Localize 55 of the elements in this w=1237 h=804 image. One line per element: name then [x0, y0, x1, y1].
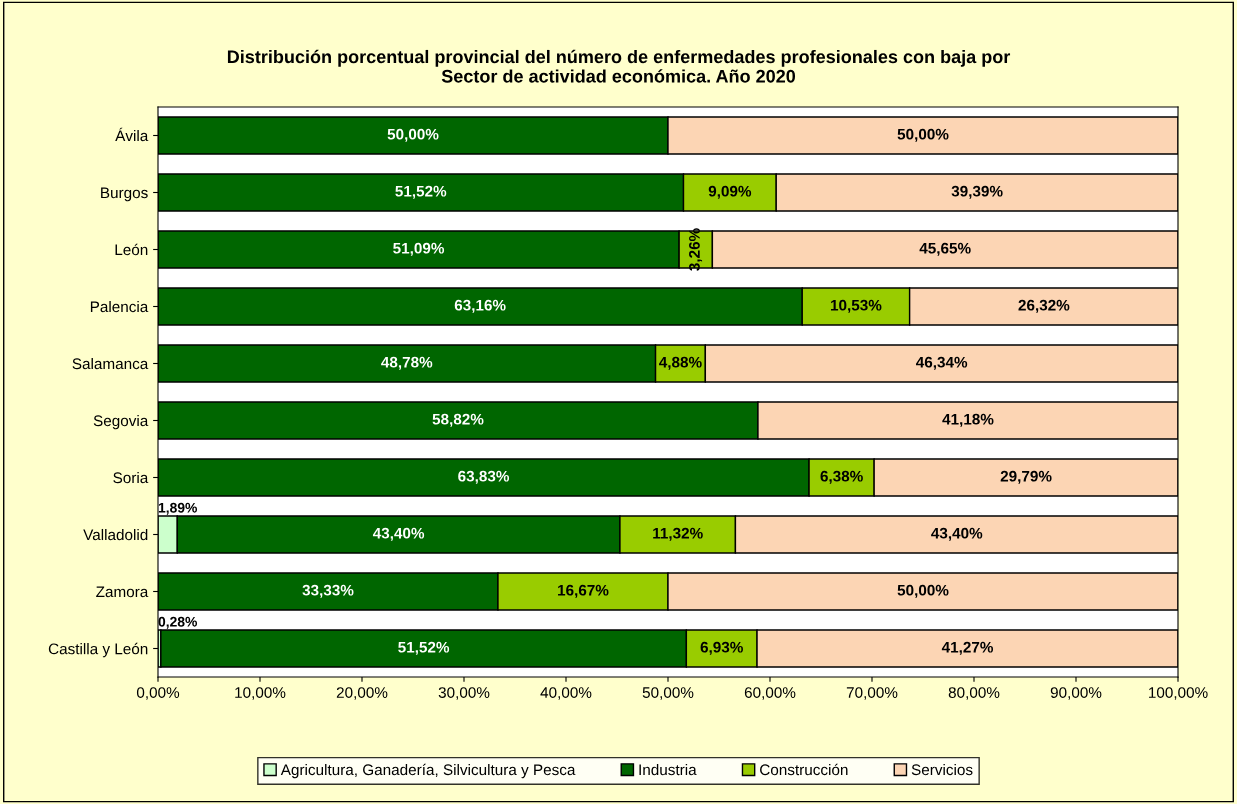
data-label: 6,93% [700, 641, 743, 655]
data-label: 11,32% [653, 527, 703, 541]
data-label: 39,39% [951, 185, 1003, 199]
data-label: 63,83% [458, 470, 510, 484]
data-label: 51,52% [398, 641, 450, 655]
x-tick-label: 90,00% [1050, 687, 1102, 700]
data-label: 6,38% [820, 470, 863, 484]
data-label: 41,18% [942, 413, 994, 427]
x-tick-label: 0,00% [136, 687, 180, 700]
x-tick-label: 60,00% [744, 687, 796, 700]
data-label: 46,34% [915, 356, 968, 370]
y-tick-label: Castilla y León [48, 642, 148, 658]
data-label: 9,09% [708, 185, 752, 199]
data-label: 4,88% [659, 356, 702, 370]
y-tick-label: Segovia [93, 414, 149, 430]
data-label: 43,40% [931, 527, 983, 541]
data-label: 3,26% [689, 228, 703, 271]
x-tick-label: 50,00% [642, 687, 694, 700]
data-label: 63,16% [454, 299, 506, 313]
x-tick-label: 20,00% [336, 687, 388, 700]
y-tick-label: Ávila [115, 127, 149, 142]
x-tick-label: 100,00% [1149, 687, 1208, 700]
x-tick-label: 70,00% [846, 687, 898, 700]
legend-label: Servicios [911, 763, 973, 776]
data-label: 16,67% [558, 584, 609, 598]
x-tick-label: 10,00% [235, 687, 286, 700]
data-label: 51,52% [395, 185, 447, 199]
data-label: 45,65% [919, 242, 971, 256]
y-tick-label: Salamanca [72, 357, 149, 370]
data-label: 10,53% [830, 299, 882, 313]
y-tick-label: León [115, 243, 148, 256]
x-tick-label: 80,00% [948, 687, 1000, 700]
data-label: 58,82% [432, 413, 484, 427]
x-tick-label: 30,00% [438, 687, 490, 700]
data-label: 43,40% [372, 527, 425, 541]
legend-label: Construcción [760, 763, 848, 776]
data-label: 1,89% [158, 502, 198, 515]
y-tick-label: Palencia [90, 300, 149, 313]
data-label: 48,78% [381, 356, 433, 370]
legend-label: Agricultura, Ganadería, Silvicultura y Pesca [280, 763, 576, 779]
x-tick-label: 40,00% [540, 687, 592, 700]
y-tick-label: Burgos [101, 187, 148, 202]
y-tick-label: Valladolid [83, 528, 148, 541]
y-tick-label: Zamora [96, 586, 149, 598]
data-label: 50,00% [897, 584, 949, 598]
chart-title: Distribución porcentual provincial del número de enfermedades profesionales con baja por Sector de actividad económica. Año 2020 [227, 49, 1011, 83]
data-label: 50,00% [897, 128, 949, 142]
data-label: 26,32% [1018, 299, 1070, 313]
data-label: 50,00% [387, 128, 439, 142]
data-label: 29,79% [1000, 470, 1052, 484]
data-label: 51,09% [393, 242, 445, 256]
legend-label: Industria [639, 763, 697, 776]
y-tick-label: Soria [113, 471, 149, 484]
data-label: 41,27% [941, 641, 994, 655]
data-label: 33,33% [302, 584, 354, 598]
